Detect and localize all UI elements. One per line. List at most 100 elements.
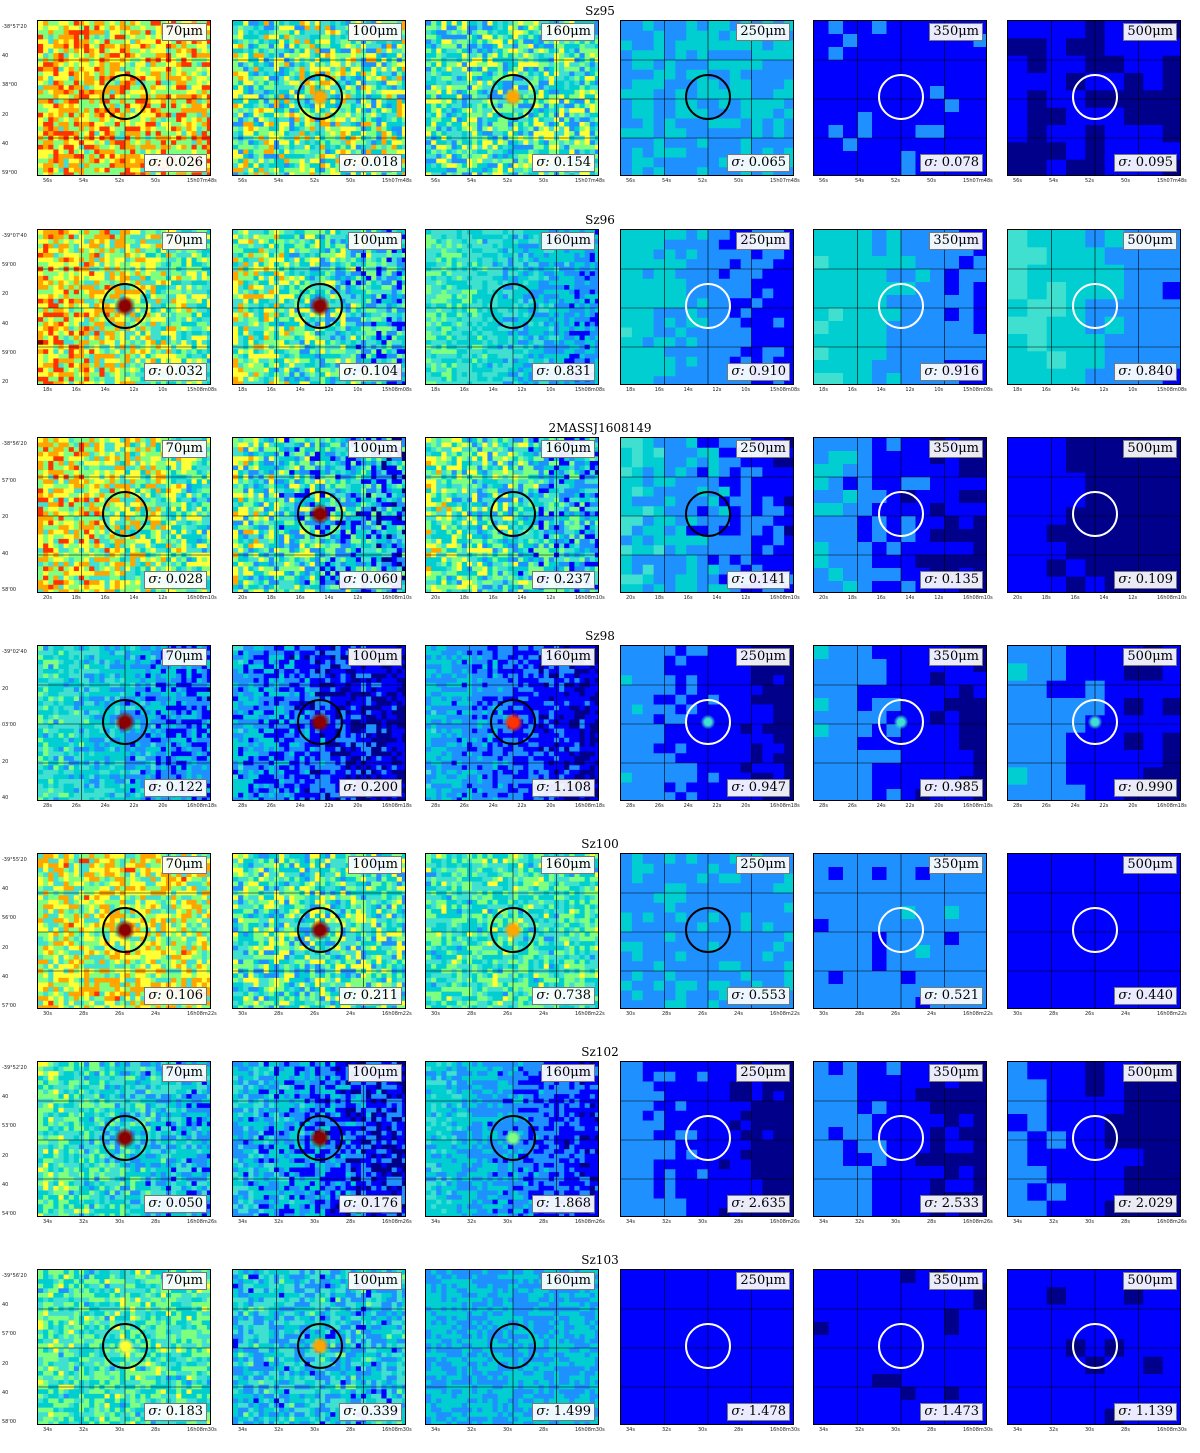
sigma-symbol: σ: (924, 155, 937, 170)
aperture-circle (1072, 491, 1118, 537)
image-panel: 350μm σ: 0.135 (813, 437, 987, 593)
sky-map (233, 438, 405, 592)
sigma-symbol: σ: (536, 364, 549, 379)
sigma-value: 1.478 (745, 1404, 786, 1419)
x-tick-label: 20s (1128, 803, 1137, 809)
x-tick-label: 54s (467, 178, 476, 184)
row-title: Sz103 (0, 1253, 1200, 1267)
x-tick-label: 30s (503, 1427, 512, 1433)
x-tick-label: 12s (741, 595, 750, 601)
band-label: 70μm (161, 1272, 207, 1290)
x-tick-label: 56s (1013, 178, 1022, 184)
x-tick-label: 18s (43, 387, 52, 393)
image-panel: 160μm σ: 1.108 (425, 645, 599, 801)
image-panel: 350μm σ: 0.916 (813, 229, 987, 385)
sigma-label: σ: 0.122 (144, 779, 207, 797)
x-tick-label: 54s (662, 178, 671, 184)
x-tick-label: 16h08m22s (382, 1011, 412, 1017)
y-tick-label: -39°55'20 (2, 857, 27, 863)
x-tick-label: 50s (151, 178, 160, 184)
band-label: 160μm (541, 232, 595, 250)
sigma-value: 0.065 (745, 155, 786, 170)
sky-map (426, 230, 598, 384)
x-tick-label: 16h08m26s (963, 1219, 993, 1225)
x-tick-label: 52s (698, 178, 707, 184)
aperture-circle (102, 283, 148, 329)
aperture-circle (685, 491, 731, 537)
x-tick-label: 22s (905, 803, 914, 809)
band-label: 500μm (1123, 232, 1177, 250)
image-panel: 70μm σ: 0.183 (37, 1269, 211, 1425)
x-tick-label: 14s (489, 387, 498, 393)
x-tick-label: 54s (855, 178, 864, 184)
x-tick-label: 52s (891, 178, 900, 184)
y-tick-label: 20 (2, 112, 8, 118)
sigma-symbol: σ: (1118, 364, 1131, 379)
x-tick-label: 52s (115, 178, 124, 184)
band-label: 70μm (161, 648, 207, 666)
sigma-value: 0.078 (938, 155, 979, 170)
x-tick-label: 28s (626, 803, 635, 809)
sky-map (621, 1270, 793, 1424)
x-tick-label: 16h08m26s (770, 1219, 800, 1225)
x-tick-label: 16h08m10s (382, 595, 412, 601)
aperture-circle (685, 74, 731, 120)
band-label: 500μm (1123, 648, 1177, 666)
sigma-value: 2.029 (1132, 1196, 1173, 1211)
sky-map (38, 21, 210, 175)
aperture-circle (685, 283, 731, 329)
sigma-label: σ: 0.078 (920, 154, 983, 172)
y-tick-label: 20 (2, 291, 8, 297)
sigma-value: 0.028 (162, 572, 203, 587)
x-tick-label: 24s (877, 803, 886, 809)
x-tick-label: 24s (346, 1011, 355, 1017)
aperture-circle (878, 74, 924, 120)
aperture-circle (1072, 699, 1118, 745)
x-tick-label: 32s (467, 1219, 476, 1225)
x-tick-label: 50s (927, 178, 936, 184)
x-tick-label: 30s (698, 1427, 707, 1433)
x-tick-label: 15h08m08s (963, 387, 993, 393)
sigma-symbol: σ: (343, 780, 356, 795)
band-label: 250μm (736, 23, 790, 41)
sigma-value: 0.050 (162, 1196, 203, 1211)
band-label: 500μm (1123, 1064, 1177, 1082)
band-label: 70μm (161, 440, 207, 458)
sigma-label: σ: 1.478 (727, 1403, 790, 1421)
sigma-value: 2.635 (745, 1196, 786, 1211)
x-tick-label: 28s (539, 1219, 548, 1225)
y-tick-label: 57'00 (2, 1003, 16, 1009)
x-tick-label: 30s (238, 1011, 247, 1017)
aperture-circle (878, 491, 924, 537)
x-tick-label: 26s (698, 1011, 707, 1017)
image-panel: 70μm σ: 0.026 (37, 20, 211, 176)
band-label: 500μm (1123, 856, 1177, 874)
x-tick-label: 54s (274, 178, 283, 184)
sigma-value: 0.947 (745, 780, 786, 795)
aperture-circle (1072, 907, 1118, 953)
sky-map (233, 1270, 405, 1424)
sigma-value: 0.109 (1132, 572, 1173, 587)
sigma-label: σ: 0.916 (920, 363, 983, 381)
x-tick-label: 16h08m10s (1157, 595, 1187, 601)
y-tick-label: 40 (2, 141, 8, 147)
sigma-label: σ: 1.139 (1114, 1403, 1177, 1421)
y-tick-label: 40 (2, 53, 8, 59)
y-tick-label: -38°56'20 (2, 441, 27, 447)
y-tick-label: 57'00 (2, 1331, 16, 1337)
x-tick-label: 20s (353, 803, 362, 809)
x-tick-label: 16h08m22s (1157, 1011, 1187, 1017)
x-tick-label: 18s (655, 595, 664, 601)
sigma-label: σ: 0.106 (144, 987, 207, 1005)
image-panel: 500μm σ: 0.840 (1007, 229, 1181, 385)
x-tick-label: 34s (43, 1427, 52, 1433)
sigma-label: σ: 0.154 (532, 154, 595, 172)
x-tick-label: 18s (238, 387, 247, 393)
aperture-circle (102, 491, 148, 537)
sky-map (426, 1062, 598, 1216)
x-tick-label: 14s (517, 595, 526, 601)
y-tick-label: 54'00 (2, 1211, 16, 1217)
y-tick-label: 20 (2, 379, 8, 385)
x-tick-label: 15h08m08s (770, 387, 800, 393)
x-tick-label: 16s (877, 595, 886, 601)
